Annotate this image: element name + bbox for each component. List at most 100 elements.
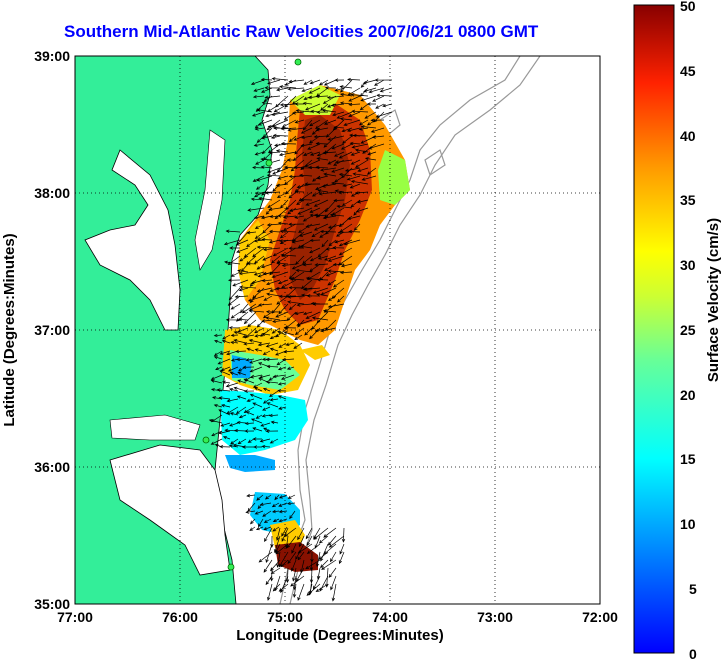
velocity-arrow [280, 127, 297, 131]
velocity-arrow [279, 229, 297, 234]
velocity-arrow [311, 319, 321, 330]
velocity-arrow [245, 411, 255, 416]
velocity-arrow [341, 127, 353, 133]
velocity-arrow [269, 438, 279, 444]
velocity-arrow [241, 445, 254, 449]
velocity-arrow [280, 374, 295, 381]
velocity-arrow [295, 255, 305, 265]
velocity-arrow [239, 285, 257, 289]
velocity-arrow [263, 526, 272, 531]
velocity-arrow [364, 111, 377, 119]
velocity-arrow [254, 348, 263, 352]
velocity-arrow [303, 79, 313, 85]
velocity-arrow [300, 143, 313, 148]
velocity-arrow [301, 135, 313, 140]
velocity-arrow [290, 575, 305, 587]
velocity-arrow [287, 127, 305, 132]
velocity-arrow [228, 326, 241, 330]
velocity-arrow [253, 143, 265, 147]
velocity-arrow [339, 543, 345, 555]
map-title: Southern Mid-Atlantic Raw Velocities 200… [64, 22, 539, 41]
velocity-arrow [219, 444, 231, 449]
velocity-arrow [267, 125, 281, 129]
velocity-arrow [269, 334, 279, 340]
velocity-arrow [350, 151, 361, 156]
velocity-arrow [262, 350, 271, 355]
velocity-arrow [260, 263, 273, 269]
velocity-arrow [283, 331, 295, 336]
velocity-arrow [258, 196, 273, 201]
velocity-arrow [260, 327, 273, 337]
velocity-arrow [235, 311, 249, 322]
velocity-arrow [230, 303, 241, 310]
velocity-arrow [315, 119, 329, 130]
velocity-arrow [290, 159, 305, 172]
velocity-arrow [261, 319, 273, 323]
velocity-arrow [340, 263, 353, 268]
velocity-arrow [261, 332, 271, 336]
velocity-arrow [280, 141, 297, 146]
velocity-arrow [261, 101, 273, 105]
velocity-arrow [277, 330, 287, 336]
map-grid [75, 56, 600, 604]
velocity-arrow [274, 494, 280, 501]
velocity-arrow [330, 575, 337, 591]
velocity-arrow [366, 102, 376, 106]
velocity-arrow [250, 197, 265, 201]
colorbar-tick-label: 10 [680, 516, 696, 532]
velocity-arrow [255, 414, 263, 419]
velocity-arrow [292, 583, 297, 598]
velocity-arrow [265, 316, 281, 321]
velocity-arrow [318, 79, 329, 86]
velocity-arrow [213, 350, 223, 357]
velocity-arrow [261, 444, 271, 449]
velocity-arrow [350, 179, 369, 185]
velocity-arrow [291, 111, 305, 115]
velocity-arrow [247, 207, 265, 212]
velocity-arrow [327, 223, 345, 229]
velocity-arrow [303, 151, 313, 156]
velocity-arrow [327, 535, 337, 546]
velocity-arrow [374, 79, 385, 86]
velocity-arrow [265, 575, 273, 586]
velocity-arrow [245, 358, 255, 362]
velocity-arrow [313, 134, 329, 139]
velocity-arrow [253, 445, 262, 449]
velocity-arrow [275, 286, 289, 291]
velocity-arrow [230, 311, 241, 319]
velocity-arrow [382, 103, 393, 108]
velocity-arrow [275, 311, 289, 318]
velocity-arrow [325, 127, 337, 138]
velocity-arrow [238, 271, 257, 276]
colorbar-tick-label: 30 [680, 257, 696, 273]
velocity-arrow [243, 311, 257, 325]
velocity-arrow [305, 223, 321, 228]
velocity-arrow [254, 231, 265, 239]
velocity-arrow [266, 173, 281, 178]
velocity-arrow [213, 355, 223, 360]
velocity-arrow [230, 340, 239, 345]
radar-site-marker [227, 563, 235, 571]
velocity-arrow [216, 388, 231, 392]
velocity-arrow [311, 316, 329, 321]
velocity-arrow [235, 406, 247, 414]
velocity-arrow [272, 526, 280, 532]
velocity-arrow [245, 510, 256, 514]
velocity-arrow [343, 239, 361, 246]
velocity-arrow [328, 295, 337, 301]
velocity-arrow [304, 159, 321, 168]
velocity-arrow [309, 327, 321, 340]
velocity-arrow [265, 429, 279, 433]
velocity-arrow [361, 175, 377, 181]
velocity-arrow [293, 342, 303, 349]
velocity-arrow [315, 183, 329, 190]
velocity-arrow [348, 95, 361, 102]
velocity-arrow [327, 255, 345, 262]
velocity-arrow [279, 199, 289, 209]
x-tick-label: 75:00 [267, 609, 303, 625]
velocity-arrow [305, 103, 321, 111]
albemarle-sound [109, 414, 201, 441]
velocity-arrow [376, 93, 393, 98]
velocity-arrow [236, 420, 247, 425]
velocity-arrow [336, 231, 345, 237]
